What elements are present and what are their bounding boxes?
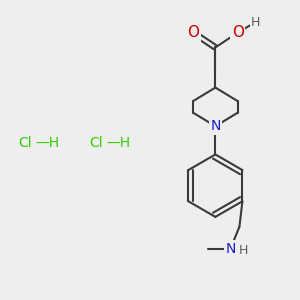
Text: O: O bbox=[187, 25, 199, 40]
Text: —H: —H bbox=[35, 136, 59, 150]
Text: —H: —H bbox=[107, 136, 131, 150]
Text: Cl: Cl bbox=[18, 136, 32, 150]
Text: N: N bbox=[225, 242, 236, 256]
Text: N: N bbox=[210, 119, 220, 133]
Text: H: H bbox=[251, 16, 260, 29]
Text: H: H bbox=[239, 244, 249, 257]
Text: Cl: Cl bbox=[90, 136, 103, 150]
Text: O: O bbox=[232, 25, 244, 40]
